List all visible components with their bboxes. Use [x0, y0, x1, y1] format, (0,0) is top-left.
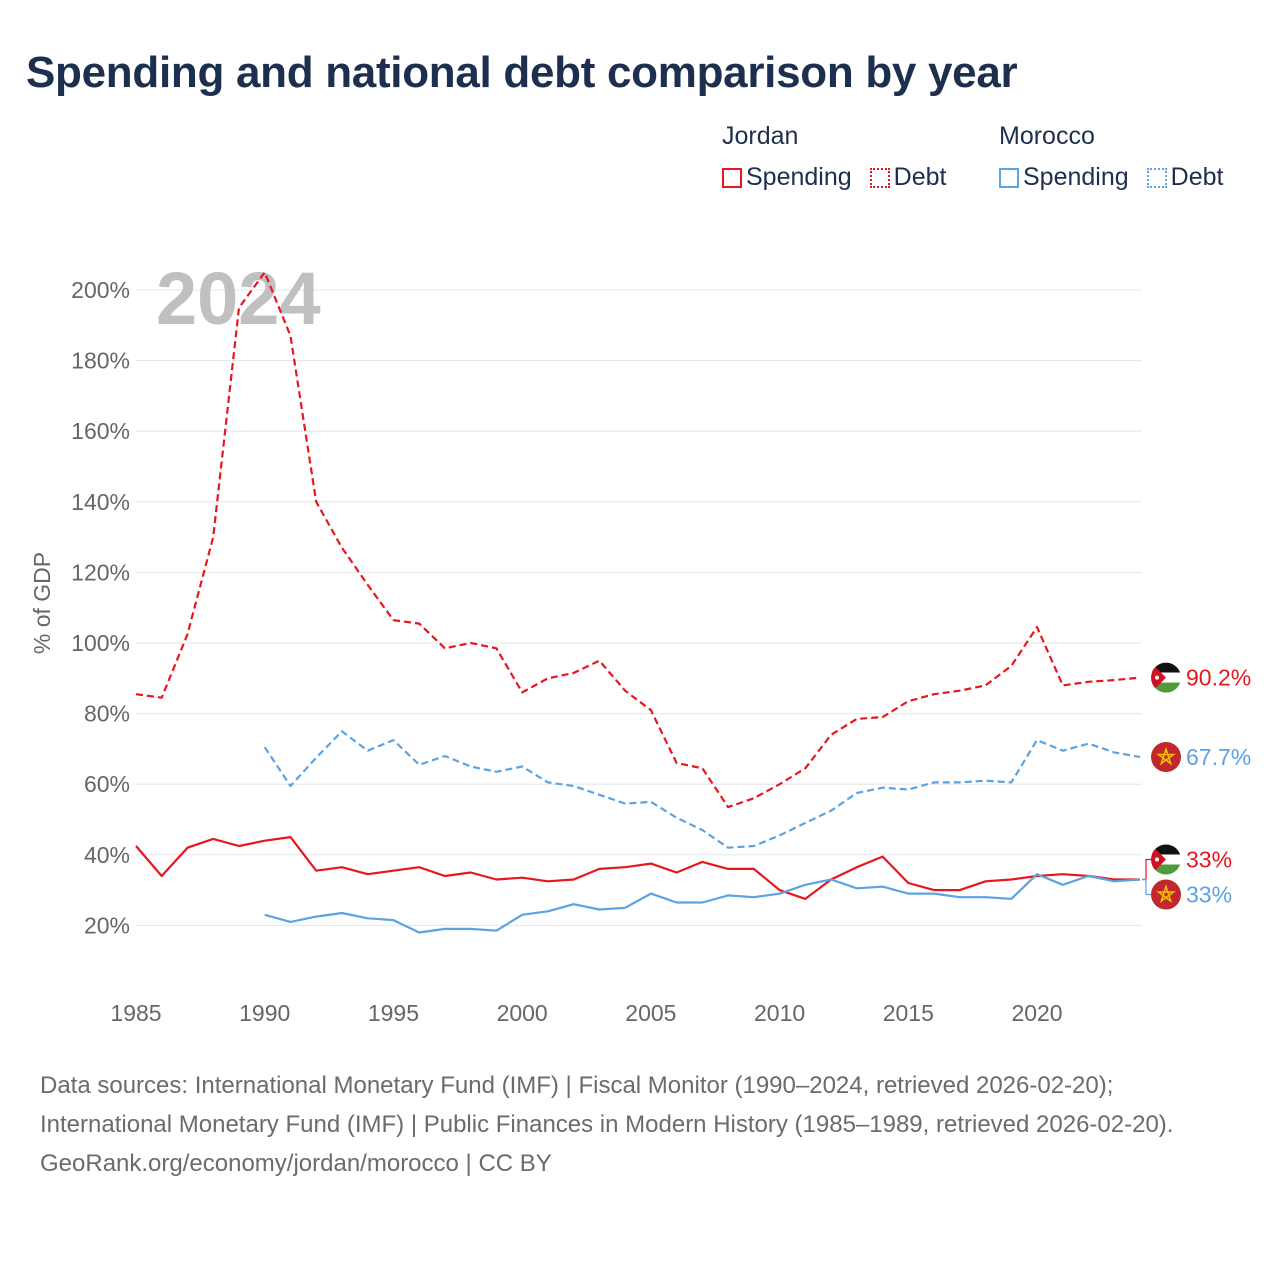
- y-tick-label: 140%: [71, 489, 130, 515]
- jordan-debt-line: [135, 271, 1141, 809]
- leader-jordan-spending: [1142, 858, 1152, 881]
- x-tick-label: 2015: [883, 1000, 934, 1026]
- x-tick-label: 1990: [239, 1000, 290, 1026]
- legend-item-label: Spending: [746, 163, 852, 191]
- jordan-spending-line: [135, 835, 1140, 901]
- line-chart: 2024 20% 40% 60% 80% 100% 120% 140% 160% 180% 200…: [29, 257, 1251, 1026]
- series-lines: [135, 271, 1141, 934]
- x-tick-label: 2005: [625, 1000, 676, 1026]
- y-tick-label: 180%: [71, 348, 130, 374]
- dotted-line-swatch: [1146, 167, 1167, 188]
- y-tick-label: 40%: [84, 842, 130, 868]
- y-tick-label: 20%: [84, 912, 130, 938]
- legend-group-name: Morocco: [999, 122, 1095, 150]
- legend-group-morocco: Morocco Spending Debt: [999, 122, 1223, 192]
- legend-item-label: Spending: [1023, 163, 1129, 191]
- legend-item-label: Debt: [1170, 163, 1224, 191]
- y-tick-label: 120%: [71, 559, 130, 585]
- leader-morocco-spending: [1142, 878, 1152, 896]
- y-tick-label: 60%: [84, 771, 130, 797]
- year-watermark: 2024: [156, 257, 321, 340]
- end-labels: 90.2% 67.7% 33% 33%: [1142, 662, 1251, 910]
- legend-item-jordan-spending[interactable]: Spending: [722, 163, 852, 192]
- x-tick-label: 1985: [110, 1000, 161, 1026]
- solid-line-swatch: [722, 167, 742, 188]
- morocco-spending-line: [264, 873, 1141, 934]
- jordan-flag-icon: [1151, 662, 1181, 693]
- data-sources: Data sources: International Monetary Fun…: [40, 1072, 1174, 1138]
- y-axis-label: % of GDP: [29, 552, 55, 654]
- end-label-morocco-spending: 33%: [1186, 882, 1232, 908]
- legend-group-jordan: Jordan Spending Debt: [722, 122, 946, 192]
- y-tick-label: 80%: [84, 701, 130, 727]
- legend-group-name: Jordan: [722, 122, 799, 150]
- credit-link[interactable]: GeoRank.org/economy/jordan/morocco | CC …: [40, 1150, 552, 1177]
- morocco-debt-line: [263, 730, 1141, 849]
- end-label-morocco-debt: 67.7%: [1186, 744, 1251, 770]
- y-tick-label: 200%: [71, 277, 130, 303]
- y-tick-label: 160%: [71, 418, 130, 444]
- solid-line-swatch: [999, 167, 1019, 188]
- footer: Data sources: International Monetary Fun…: [40, 1066, 1240, 1183]
- x-tick-label: 2020: [1011, 1000, 1062, 1026]
- y-tick-label: 100%: [71, 630, 130, 656]
- x-tick-label: 1995: [368, 1000, 419, 1026]
- legend-item-label: Debt: [893, 163, 947, 191]
- chart-title: Spending and national debt comparison by…: [26, 48, 1018, 97]
- y-axis-ticks: 20% 40% 60% 80% 100% 120% 140% 160% 180% 200%: [71, 277, 130, 938]
- dotted-line-swatch: [869, 167, 890, 188]
- legend-item-jordan-debt[interactable]: Debt: [869, 163, 947, 192]
- legend-item-morocco-spending[interactable]: Spending: [999, 163, 1129, 192]
- gridlines: [136, 289, 1142, 926]
- morocco-flag-icon: [1151, 742, 1181, 773]
- legend-item-morocco-debt[interactable]: Debt: [1146, 163, 1224, 192]
- end-label-jordan-debt: 90.2%: [1186, 665, 1251, 691]
- x-tick-label: 2010: [754, 1000, 805, 1026]
- x-axis-ticks: 1985 1990 1995 2000 2005 2010 2015 2020: [110, 1000, 1062, 1026]
- end-label-jordan-spending: 33%: [1186, 847, 1232, 873]
- morocco-flag-icon: [1151, 879, 1181, 910]
- jordan-flag-icon: [1151, 844, 1181, 875]
- x-tick-label: 2000: [497, 1000, 548, 1026]
